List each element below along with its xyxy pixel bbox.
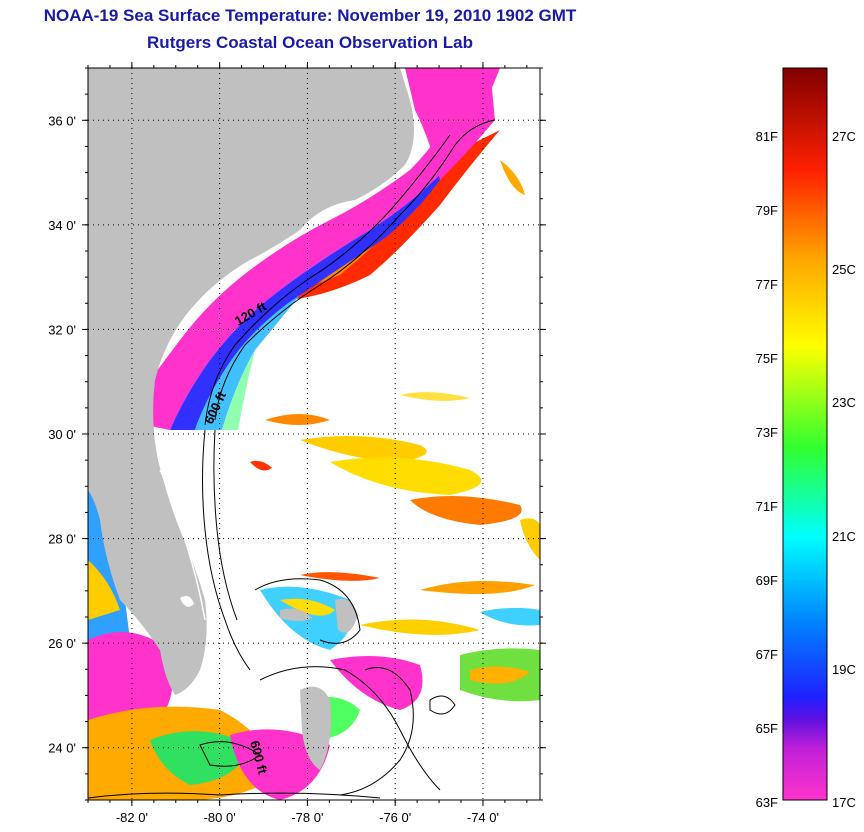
lat-tick-label: 32 0' (48, 322, 76, 337)
colorbar-f-label: 71F (756, 499, 778, 514)
colorbar-f-label: 79F (756, 203, 778, 218)
colorbar (782, 67, 828, 801)
lat-tick-label: 36 0' (48, 113, 76, 128)
lon-tick-label: -80 0' (204, 810, 236, 825)
lat-tick-label: 26 0' (48, 636, 76, 651)
chart-title: NOAA-19 Sea Surface Temperature: Novembe… (43, 6, 577, 25)
colorbar-f-label: 81F (756, 129, 778, 144)
lon-tick-label: -82 0' (116, 810, 148, 825)
lat-tick-label: 24 0' (48, 741, 76, 756)
colorbar-c-label: 27C (832, 129, 856, 144)
lon-tick-label: -74 0' (467, 810, 499, 825)
lat-tick-label: 28 0' (48, 532, 76, 547)
bathymetry-contours (88, 119, 496, 799)
colorbar-f-label: 77F (756, 277, 778, 292)
map-frame (87, 67, 541, 801)
cold-shelf-water (120, 68, 500, 430)
land-mainland (88, 68, 414, 695)
colorbar-f-label: 63F (756, 795, 778, 810)
colorbar-f-label: 65F (756, 721, 778, 736)
chart-subtitle: Rutgers Coastal Ocean Observation Lab (147, 33, 473, 52)
colorbar-labels: 81F 79F 77F 75F 73F 71F 69F 67F 65F 63F 27C 25C 23C 2… (756, 129, 856, 810)
lat-tick-label: 30 0' (48, 427, 76, 442)
colorbar-c-label: 19C (832, 662, 856, 677)
lat-tick-label: 34 0' (48, 218, 76, 233)
lon-tick-label: -78 0' (291, 810, 323, 825)
graticule (88, 68, 540, 800)
colorbar-c-label: 25C (832, 262, 856, 277)
colorbar-f-label: 73F (756, 425, 778, 440)
colorbar-f-label: 75F (756, 351, 778, 366)
sst-offshore-patches (250, 160, 540, 702)
colorbar-c-label: 23C (832, 395, 856, 410)
colorbar-c-label: 17C (832, 795, 856, 810)
colorbar-f-label: 67F (756, 647, 778, 662)
colorbar-c-label: 21C (832, 529, 856, 544)
land-abaco (335, 599, 358, 633)
land-andros (300, 686, 332, 770)
lon-tick-label: -76 0' (379, 810, 411, 825)
colorbar-f-label: 69F (756, 573, 778, 588)
gulf-stream-band (290, 130, 500, 300)
